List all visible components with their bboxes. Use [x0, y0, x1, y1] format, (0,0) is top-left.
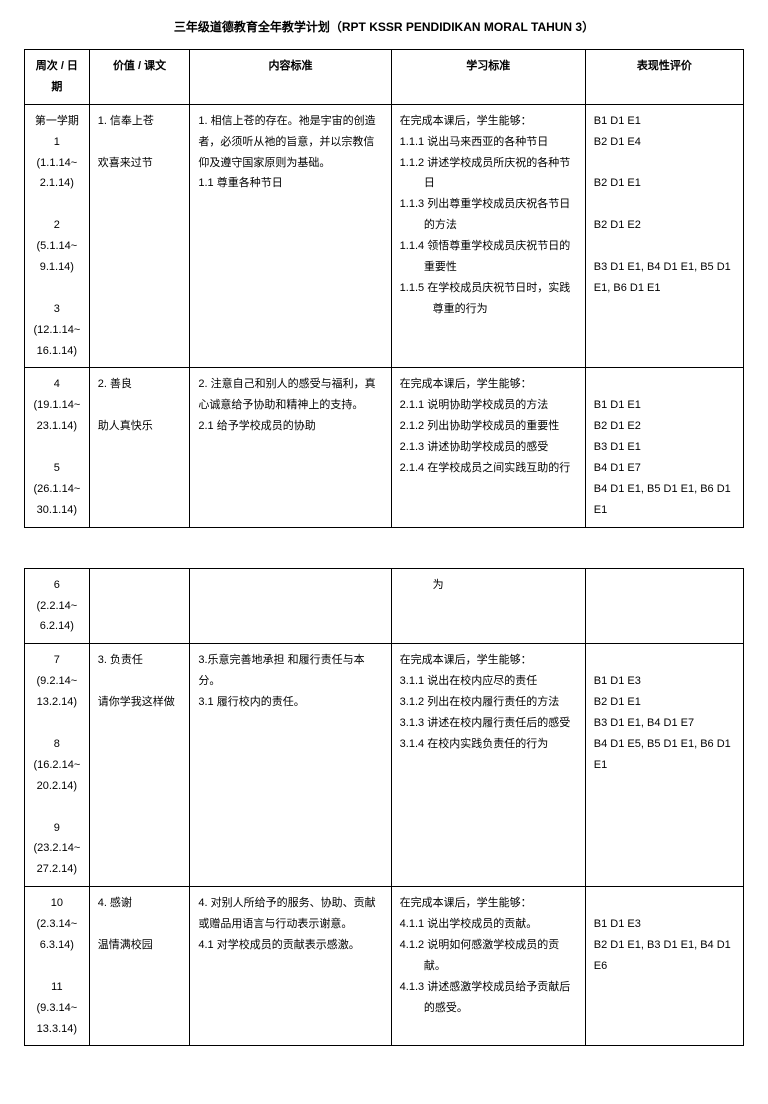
eval-line: B4 D1 E5, B5 D1 E1, B6 D1 E1	[594, 738, 731, 771]
learn-line: 2.1.4 在学校成员之间实践互助的行	[400, 458, 577, 479]
header-learn: 学习标准	[391, 50, 585, 105]
eval-line: B4 D1 E7	[594, 462, 641, 474]
learn-line: 3.1.4 在校内实践负责任的行为	[400, 734, 577, 755]
content-line: 4. 对别人所给予的服务、协助、贡献或赠品用语言与行动表示谢意。	[198, 897, 375, 930]
eval-line: B3 D1 E1, B4 D1 E1, B5 D1 E1, B6 D1 E1	[594, 261, 731, 294]
curriculum-table-2: 6 (2.2.14~ 6.2.14) 为 7 (9.2.14~ 13.2.14)…	[24, 568, 744, 1047]
learn-line: 3.1.2 列出在校内履行责任的方法	[400, 692, 577, 713]
eval-line: B4 D1 E1, B5 D1 E1, B6 D1 E1	[594, 483, 731, 516]
cell-content: 1. 相信上苍的存在。祂是宇宙的创造者，必须听从祂的旨意，并以宗教信仰及遵守国家…	[190, 104, 391, 368]
cell-content: 2. 注意自己和别人的感受与福利，真心诚意给予协助和精神上的支持。 2.1 给予…	[190, 368, 391, 527]
cell-eval: B1 D1 E1 B2 D1 E2 B3 D1 E1 B4 D1 E7 B4 D…	[585, 368, 743, 527]
document-title: 三年级道德教育全年教学计划（RPT KSSR PENDIDIKAN MORAL …	[24, 18, 744, 35]
learn-line: 3.1.1 说出在校内应尽的责任	[400, 671, 577, 692]
learn-line: 4.1.3 讲述感激学校成员给予贡献后的感受。	[400, 977, 577, 1019]
cell-week: 10 (2.3.14~ 6.3.14) 11 (9.3.14~ 13.3.14)	[25, 887, 90, 1046]
learn-line: 2.1.3 讲述协助学校成员的感受	[400, 437, 577, 458]
cell-eval: B1 D1 E3 B2 D1 E1 B3 D1 E1, B4 D1 E7 B4 …	[585, 644, 743, 887]
eval-line: B2 D1 E4	[594, 136, 641, 148]
cell-week: 6 (2.2.14~ 6.2.14)	[25, 568, 90, 644]
cell-learn: 在完成本课后，学生能够： 2.1.1 说明协助学校成员的方法 2.1.2 列出协…	[391, 368, 585, 527]
table-row: 6 (2.2.14~ 6.2.14) 为	[25, 568, 744, 644]
table-row: 第一学期 1 (1.1.14~ 2.1.14) 2 (5.1.14~ 9.1.1…	[25, 104, 744, 368]
table-row: 4 (19.1.14~ 23.1.14) 5 (26.1.14~ 30.1.14…	[25, 368, 744, 527]
header-content: 内容标准	[190, 50, 391, 105]
learn-line: 2.1.2 列出协助学校成员的重要性	[400, 416, 577, 437]
learn-line: 1.1.5 在学校成员庆祝节日时，实践	[400, 278, 577, 299]
learn-line: 2.1.1 说明协助学校成员的方法	[400, 395, 577, 416]
cell-value: 2. 善良 助人真快乐	[89, 368, 190, 527]
cell-learn: 在完成本课后，学生能够： 3.1.1 说出在校内应尽的责任 3.1.2 列出在校…	[391, 644, 585, 887]
cell-value: 4. 感谢 温情满校园	[89, 887, 190, 1046]
eval-line: B2 D1 E2	[594, 219, 641, 231]
cell-content	[190, 568, 391, 644]
learn-line: 在完成本课后，学生能够：	[400, 378, 532, 390]
eval-line: B1 D1 E1	[594, 399, 641, 411]
eval-line: B2 D1 E1	[594, 696, 641, 708]
eval-line: B1 D1 E3	[594, 918, 641, 930]
cell-eval	[585, 568, 743, 644]
cell-week: 4 (19.1.14~ 23.1.14) 5 (26.1.14~ 30.1.14…	[25, 368, 90, 527]
cell-eval: B1 D1 E3 B2 D1 E1, B3 D1 E1, B4 D1 E6	[585, 887, 743, 1046]
curriculum-table-1: 周次 / 日期 价值 / 课文 内容标准 学习标准 表现性评价 第一学期 1 (…	[24, 49, 744, 528]
content-line: 4.1 对学校成员的贡献表示感激。	[198, 939, 359, 951]
learn-line: 4.1.1 说出学校成员的贡献。	[400, 914, 577, 935]
learn-line: 4.1.2 说明如何感激学校成员的贡献。	[400, 935, 577, 977]
cell-week: 第一学期 1 (1.1.14~ 2.1.14) 2 (5.1.14~ 9.1.1…	[25, 104, 90, 368]
cell-week: 7 (9.2.14~ 13.2.14) 8 (16.2.14~ 20.2.14)…	[25, 644, 90, 887]
cell-eval: B1 D1 E1 B2 D1 E4 B2 D1 E1 B2 D1 E2 B3 D…	[585, 104, 743, 368]
content-line: 3.1 履行校内的责任。	[198, 696, 304, 708]
learn-line: 为	[400, 575, 577, 596]
cell-learn: 在完成本课后，学生能够： 4.1.1 说出学校成员的贡献。 4.1.2 说明如何…	[391, 887, 585, 1046]
learn-line: 在完成本课后，学生能够：	[400, 897, 532, 909]
eval-line: B3 D1 E1	[594, 441, 641, 453]
learn-line: 3.1.3 讲述在校内履行责任后的感受	[400, 713, 577, 734]
eval-line: B2 D1 E1, B3 D1 E1, B4 D1 E6	[594, 939, 731, 972]
learn-line: 在完成本课后，学生能够：	[400, 115, 532, 127]
table-row: 10 (2.3.14~ 6.3.14) 11 (9.3.14~ 13.3.14)…	[25, 887, 744, 1046]
cell-learn: 为	[391, 568, 585, 644]
learn-line: 在完成本课后，学生能够：	[400, 654, 532, 666]
content-line: 1. 相信上苍的存在。祂是宇宙的创造者，必须听从祂的旨意，并以宗教信仰及遵守国家…	[198, 115, 375, 169]
header-eval: 表现性评价	[585, 50, 743, 105]
header-value: 价值 / 课文	[89, 50, 190, 105]
eval-line: B1 D1 E3	[594, 675, 641, 687]
learn-line: 尊重的行为	[400, 299, 577, 320]
eval-line: B2 D1 E2	[594, 420, 641, 432]
learn-line: 1.1.1 说出马来西亚的各种节日	[400, 132, 577, 153]
cell-content: 3.乐意完善地承担 和履行责任与本分。 3.1 履行校内的责任。	[190, 644, 391, 887]
cell-value	[89, 568, 190, 644]
cell-value: 3. 负责任 请你学我这样做	[89, 644, 190, 887]
content-line: 1.1 尊重各种节日	[198, 177, 282, 189]
cell-value: 1. 信奉上苍 欢喜来过节	[89, 104, 190, 368]
learn-line: 1.1.2 讲述学校成员所庆祝的各种节日	[400, 153, 577, 195]
content-line: 2.1 给予学校成员的协助	[198, 420, 315, 432]
table-row: 7 (9.2.14~ 13.2.14) 8 (16.2.14~ 20.2.14)…	[25, 644, 744, 887]
cell-content: 4. 对别人所给予的服务、协助、贡献或赠品用语言与行动表示谢意。 4.1 对学校…	[190, 887, 391, 1046]
cell-learn: 在完成本课后，学生能够： 1.1.1 说出马来西亚的各种节日 1.1.2 讲述学…	[391, 104, 585, 368]
header-week: 周次 / 日期	[25, 50, 90, 105]
content-line: 2. 注意自己和别人的感受与福利，真心诚意给予协助和精神上的支持。	[198, 378, 375, 411]
content-line: 3.乐意完善地承担 和履行责任与本分。	[198, 654, 364, 687]
eval-line: B2 D1 E1	[594, 177, 641, 189]
eval-line: B3 D1 E1, B4 D1 E7	[594, 717, 694, 729]
learn-line: 1.1.3 列出尊重学校成员庆祝各节日的方法	[400, 194, 577, 236]
learn-line: 1.1.4 领悟尊重学校成员庆祝节日的重要性	[400, 236, 577, 278]
eval-line: B1 D1 E1	[594, 115, 641, 127]
